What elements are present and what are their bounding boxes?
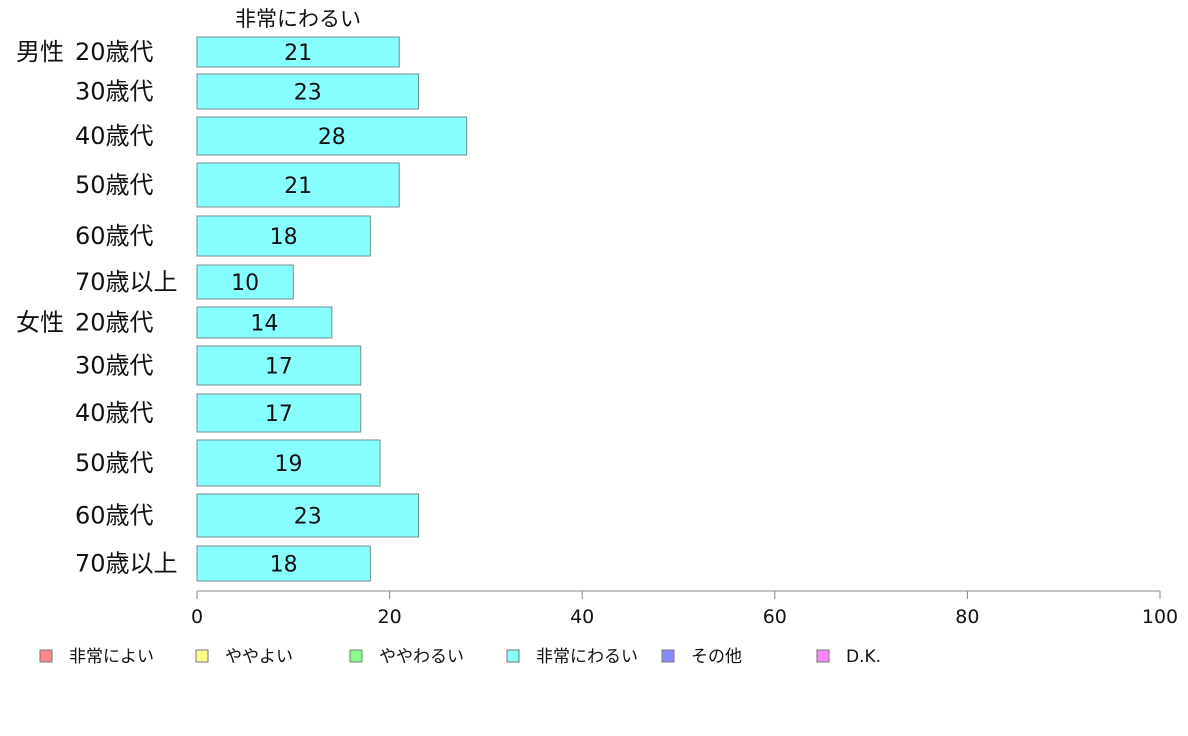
bar xyxy=(196,116,468,156)
bar xyxy=(196,306,333,339)
bar xyxy=(196,439,381,487)
x-tick-label: 100 xyxy=(1142,606,1178,628)
x-tick-label: 40 xyxy=(570,606,594,628)
x-tick-label: 80 xyxy=(955,606,979,628)
bar xyxy=(196,545,371,582)
legend-label: ややわるい xyxy=(379,647,464,667)
bar-value-label: 17 xyxy=(265,402,293,427)
bars xyxy=(196,36,468,582)
bar xyxy=(196,162,400,208)
category-label: 30歳代 xyxy=(75,78,154,106)
group-label: 女性 xyxy=(16,309,64,337)
x-tick-label: 60 xyxy=(763,606,787,628)
category-label: 20歳代 xyxy=(75,38,154,66)
category-label: 60歳代 xyxy=(75,502,154,530)
bar xyxy=(196,215,371,257)
bar-value-label: 17 xyxy=(265,355,293,380)
category-label: 70歳以上 xyxy=(75,268,178,296)
bar-value-label: 18 xyxy=(270,225,298,250)
category-label: 70歳以上 xyxy=(75,550,178,578)
bar-value-label: 14 xyxy=(250,312,278,337)
category-label: 20歳代 xyxy=(75,309,154,337)
bar xyxy=(196,345,362,386)
legend: 非常によい ややよい ややわるい 非常にわるい その他 D.K. xyxy=(39,647,881,667)
legend-label: D.K. xyxy=(846,647,881,667)
legend-label: ややよい xyxy=(225,647,293,667)
legend-swatch xyxy=(506,649,520,663)
bar xyxy=(196,73,419,110)
legend-label: 非常によい xyxy=(69,647,154,667)
bar-value-label: 19 xyxy=(274,452,302,477)
category-label: 30歳代 xyxy=(75,352,154,380)
x-tick-label: 20 xyxy=(378,606,402,628)
legend-swatch xyxy=(39,649,53,663)
bar-value-label: 28 xyxy=(318,125,346,150)
legend-swatch xyxy=(661,649,675,663)
category-label: 40歳代 xyxy=(75,122,154,150)
category-label: 40歳代 xyxy=(75,399,154,427)
legend-swatch xyxy=(195,649,209,663)
bar-value-label: 10 xyxy=(231,271,259,296)
bar-value-label: 23 xyxy=(294,81,322,106)
category-label: 50歳代 xyxy=(75,171,154,199)
legend-swatch xyxy=(349,649,363,663)
group-label: 男性 xyxy=(16,38,64,66)
category-label: 60歳代 xyxy=(75,222,154,250)
bar-value-label: 18 xyxy=(270,553,298,578)
x-axis: 0 20 40 60 80 100 xyxy=(191,590,1178,628)
legend-label: その他 xyxy=(691,647,742,667)
chart-title: 非常にわるい xyxy=(235,7,361,31)
bar-value-label: 21 xyxy=(284,41,312,66)
bar xyxy=(196,493,419,538)
bar-value-label: 23 xyxy=(294,505,322,530)
legend-swatch xyxy=(816,649,830,663)
bar xyxy=(196,36,400,68)
bar xyxy=(196,393,362,433)
x-tick-label: 0 xyxy=(191,606,203,628)
bar xyxy=(196,264,294,300)
bar-value-label: 21 xyxy=(284,174,312,199)
legend-label: 非常にわるい xyxy=(536,647,638,667)
category-label: 50歳代 xyxy=(75,449,154,477)
